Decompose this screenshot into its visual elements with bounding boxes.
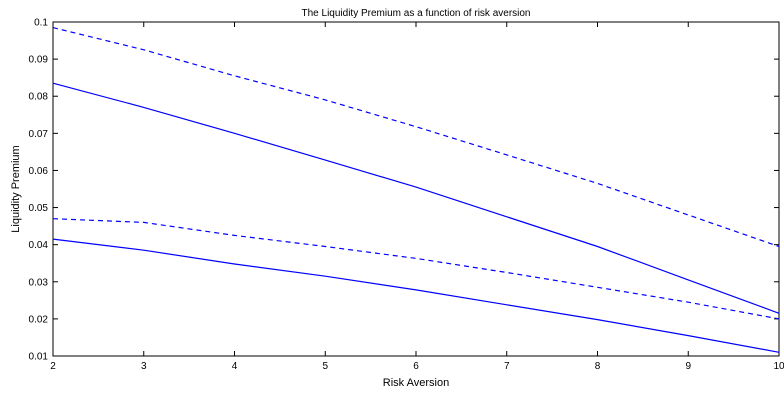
chart-title: The Liquidity Premium as a function of r…: [302, 8, 531, 19]
series-line-3-dashed: [52, 218, 780, 320]
x-tick-label: 7: [504, 361, 510, 372]
x-axis: 2 3 4 5 6 7 8 9 10: [50, 22, 784, 372]
x-tick-label: 2: [50, 361, 56, 372]
y-tick-label: 0.05: [29, 203, 49, 214]
series-line-4-solid: [52, 238, 780, 353]
y-tick-label: 0.03: [29, 277, 49, 288]
y-tick-label: 0.01: [29, 352, 49, 363]
x-tick-label: 8: [595, 361, 601, 372]
y-tick-label: 0.09: [29, 55, 49, 66]
y-tick-label: 0.06: [29, 166, 49, 177]
y-tick-label: 0.04: [29, 240, 49, 251]
series-line-1-dashed: [52, 27, 780, 248]
x-tick-label: 4: [232, 361, 238, 372]
series-group: [52, 27, 780, 353]
series-line-2-solid: [52, 82, 780, 314]
y-tick-label: 0.1: [34, 18, 48, 29]
x-tick-label: 10: [773, 361, 784, 372]
y-axis-label: Liquidity Premium: [10, 145, 22, 232]
y-tick-label: 0.07: [29, 129, 49, 140]
x-axis-label: Risk Aversion: [383, 377, 449, 389]
y-axis: 0.01 0.02 0.03 0.04 0.05 0.06 0.07 0.08 0.09 0.1: [29, 18, 779, 363]
y-tick-label: 0.02: [29, 314, 49, 325]
x-tick-label: 6: [413, 361, 419, 372]
x-tick-label: 5: [322, 361, 328, 372]
x-tick-label: 9: [685, 361, 691, 372]
x-tick-label: 3: [141, 361, 147, 372]
plot-area: [52, 21, 780, 357]
y-tick-label: 0.08: [29, 92, 49, 103]
